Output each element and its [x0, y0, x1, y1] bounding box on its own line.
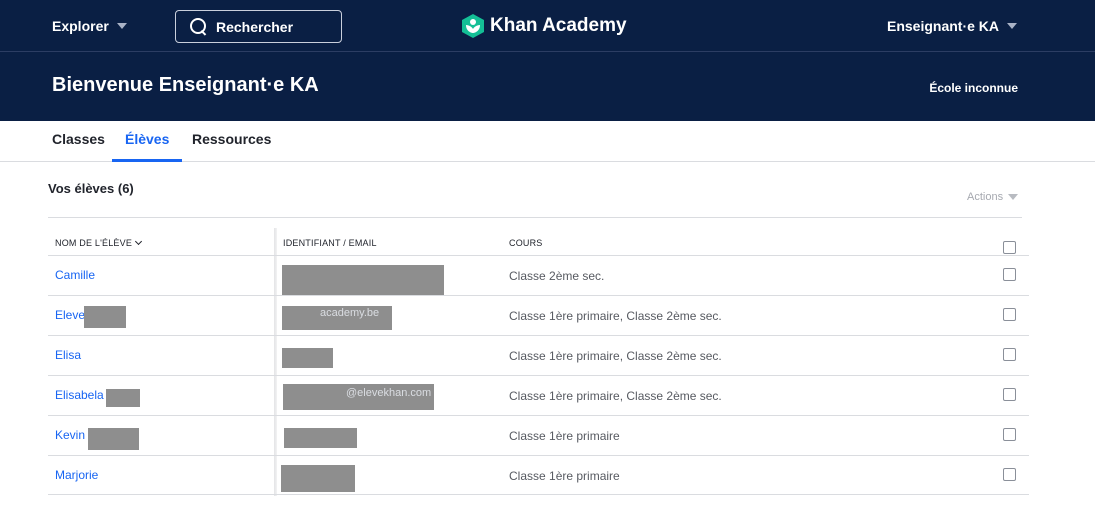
welcome-banner: Bienvenue Enseignant·e KA École inconnue — [0, 52, 1095, 121]
redacted-identifier — [283, 384, 434, 410]
row-checkbox[interactable] — [1003, 428, 1016, 441]
redacted-name — [88, 428, 139, 450]
student-courses: Classe 1ère primaire — [509, 429, 620, 443]
student-identifier: @elevekhan.com — [346, 387, 432, 399]
user-menu-button[interactable]: Enseignant·e KA — [887, 18, 1017, 34]
student-name-link[interactable]: Eleve — [55, 308, 86, 322]
student-courses: Classe 1ère primaire, Classe 2ème sec. — [509, 309, 722, 323]
divider — [48, 217, 1022, 218]
redacted-identifier — [282, 265, 444, 295]
tab-resources[interactable]: Ressources — [192, 131, 272, 147]
student-courses: Classe 2ème sec. — [509, 269, 605, 283]
student-courses: Classe 1ère primaire — [509, 469, 620, 483]
table-row: Elisa Classe 1ère primaire, Classe 2ème … — [48, 335, 1029, 375]
table-row: Camille Classe 2ème sec. — [48, 255, 1029, 295]
search-icon — [190, 17, 208, 36]
school-label: École inconnue — [929, 81, 1018, 95]
caret-down-icon — [1007, 23, 1017, 29]
redacted-identifier — [284, 428, 357, 448]
select-all-checkbox[interactable] — [1003, 241, 1016, 254]
students-count-title: Vos élèves (6) — [48, 181, 134, 196]
table-row: Marjorie Classe 1ère primaire — [48, 455, 1029, 495]
row-checkbox[interactable] — [1003, 468, 1016, 481]
student-name-link[interactable]: Camille — [55, 268, 96, 282]
logo-text: Khan Academy — [490, 15, 627, 36]
explore-label: Explorer — [52, 18, 109, 34]
tab-classes[interactable]: Classes — [52, 131, 105, 147]
student-name-link[interactable]: Marjorie — [55, 468, 99, 482]
row-checkbox[interactable] — [1003, 388, 1016, 401]
row-checkbox[interactable] — [1003, 348, 1016, 361]
redacted-identifier — [282, 306, 392, 330]
redacted-name — [106, 389, 140, 407]
actions-dropdown[interactable]: Actions — [967, 191, 1019, 203]
top-navigation-bar: Explorer Rechercher Khan Academy Enseign… — [0, 0, 1095, 52]
student-courses: Classe 1ère primaire, Classe 2ème sec. — [509, 389, 722, 403]
table-row: Kevin Classe 1ère primaire — [48, 415, 1029, 455]
table-row: Eleve academy.be Classe 1ère primaire, C… — [48, 295, 1029, 335]
column-header-ident: IDENTIFIANT / EMAIL — [283, 238, 377, 248]
table-row: Elisabela @elevekhan.com Classe 1ère pri… — [48, 375, 1029, 415]
row-checkbox[interactable] — [1003, 308, 1016, 321]
student-name-link[interactable]: Elisabela — [55, 388, 104, 402]
student-courses: Classe 1ère primaire, Classe 2ème sec. — [509, 349, 722, 363]
redacted-identifier — [282, 348, 333, 368]
redacted-name — [84, 306, 126, 328]
student-name-link[interactable]: Elisa — [55, 348, 82, 362]
caret-down-icon — [116, 23, 127, 29]
student-name-link[interactable]: Kevin — [55, 428, 86, 442]
row-checkbox[interactable] — [1003, 268, 1016, 281]
caret-down-icon — [1008, 194, 1019, 200]
tab-bar: Classes Élèves Ressources — [0, 121, 1095, 162]
page-title: Bienvenue Enseignant·e KA — [52, 74, 319, 96]
search-label: Rechercher — [216, 18, 294, 35]
column-header-courses: COURS — [509, 238, 543, 248]
tab-students[interactable]: Élèves — [112, 131, 183, 162]
khan-academy-logo[interactable]: Khan Academy — [462, 14, 627, 38]
column-header-name[interactable]: NOM DE L'ÉLÈVE — [55, 237, 143, 248]
explore-menu-button[interactable]: Explorer — [52, 18, 127, 34]
search-button[interactable]: Rechercher — [175, 10, 342, 43]
sort-chevron-icon — [135, 237, 143, 246]
khan-logo-icon — [462, 14, 484, 38]
redacted-identifier — [281, 465, 355, 492]
actions-label: Actions — [967, 191, 1004, 203]
column-resize-separator[interactable] — [274, 228, 277, 496]
user-label: Enseignant·e KA — [886, 18, 999, 34]
student-identifier: academy.be — [320, 307, 380, 319]
